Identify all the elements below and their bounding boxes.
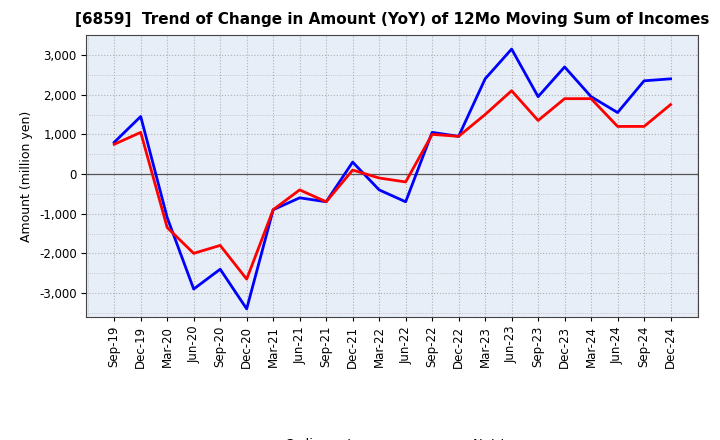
Net Income — [587, 96, 595, 101]
Net Income — [560, 96, 569, 101]
Net Income — [534, 118, 542, 123]
Net Income — [269, 207, 277, 213]
Ordinary Income — [481, 76, 490, 81]
Ordinary Income — [534, 94, 542, 99]
Net Income — [454, 134, 463, 139]
Ordinary Income — [110, 139, 119, 145]
Ordinary Income — [640, 78, 649, 84]
Ordinary Income — [269, 207, 277, 213]
Ordinary Income — [587, 94, 595, 99]
Net Income — [163, 225, 171, 230]
Net Income — [508, 88, 516, 93]
Ordinary Income — [428, 130, 436, 135]
Net Income — [401, 180, 410, 185]
Ordinary Income — [322, 199, 330, 205]
Ordinary Income — [189, 286, 198, 292]
Net Income — [216, 243, 225, 248]
Ordinary Income — [163, 215, 171, 220]
Net Income — [428, 132, 436, 137]
Ordinary Income — [454, 134, 463, 139]
Ordinary Income — [375, 187, 384, 193]
Ordinary Income — [136, 114, 145, 119]
Net Income — [666, 102, 675, 107]
Net Income — [189, 251, 198, 256]
Ordinary Income — [348, 159, 357, 165]
Ordinary Income — [216, 267, 225, 272]
Net Income — [481, 112, 490, 117]
Legend: Ordinary Income, Net Income: Ordinary Income, Net Income — [230, 433, 555, 440]
Line: Ordinary Income: Ordinary Income — [114, 49, 670, 309]
Net Income — [110, 142, 119, 147]
Net Income — [640, 124, 649, 129]
Ordinary Income — [508, 47, 516, 52]
Ordinary Income — [666, 76, 675, 81]
Ordinary Income — [560, 64, 569, 70]
Net Income — [295, 187, 304, 193]
Y-axis label: Amount (million yen): Amount (million yen) — [20, 110, 33, 242]
Net Income — [136, 130, 145, 135]
Net Income — [348, 167, 357, 172]
Net Income — [375, 176, 384, 181]
Ordinary Income — [401, 199, 410, 205]
Net Income — [613, 124, 622, 129]
Net Income — [243, 276, 251, 282]
Ordinary Income — [295, 195, 304, 201]
Line: Net Income: Net Income — [114, 91, 670, 279]
Ordinary Income — [243, 306, 251, 312]
Ordinary Income — [613, 110, 622, 115]
Title: [6859]  Trend of Change in Amount (YoY) of 12Mo Moving Sum of Incomes: [6859] Trend of Change in Amount (YoY) o… — [75, 12, 710, 27]
Net Income — [322, 199, 330, 205]
